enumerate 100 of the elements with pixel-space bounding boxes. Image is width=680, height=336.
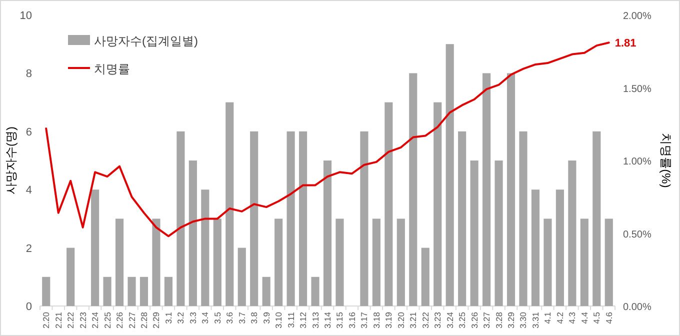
bar bbox=[250, 131, 258, 306]
bar bbox=[103, 276, 112, 306]
bar bbox=[311, 276, 320, 306]
x-tick-label: 4.5 bbox=[592, 312, 602, 324]
x-tick-label: 3.27 bbox=[482, 312, 492, 329]
x-tick-label: 3.24 bbox=[444, 312, 455, 329]
bar bbox=[226, 102, 234, 306]
bar bbox=[115, 218, 124, 306]
bar bbox=[494, 160, 503, 306]
bar bbox=[274, 218, 283, 306]
bar bbox=[201, 190, 210, 306]
x-tick-label: 3.2 bbox=[176, 312, 186, 324]
x-tick-label: 3.6 bbox=[224, 312, 235, 324]
x-tick-label: 3.3 bbox=[188, 312, 198, 324]
x-tick-label: 4.4 bbox=[579, 312, 590, 324]
bar bbox=[91, 190, 100, 306]
x-tick-label: 2.29 bbox=[151, 312, 162, 329]
bar bbox=[66, 248, 75, 306]
x-tick-label: 2.26 bbox=[114, 312, 125, 329]
x-tick-label: 3.17 bbox=[359, 312, 370, 329]
bar bbox=[470, 160, 478, 306]
x-tick-label: 3.1 bbox=[163, 312, 174, 324]
bar bbox=[213, 218, 222, 306]
bar bbox=[152, 218, 160, 306]
x-tick-label: 4.3 bbox=[567, 312, 578, 324]
x-tick-label: 2.21 bbox=[53, 312, 64, 329]
bar bbox=[519, 131, 528, 306]
bar bbox=[262, 276, 270, 306]
y2-tick-label: 0.50% bbox=[623, 229, 652, 240]
x-tick-label: 3.31 bbox=[530, 312, 540, 329]
x-tick-label: 3.20 bbox=[396, 312, 406, 329]
bar bbox=[482, 73, 491, 306]
y-tick-label: 4 bbox=[26, 184, 32, 197]
y-tick-label: 10 bbox=[20, 10, 32, 22]
x-tick-label: 3.7 bbox=[236, 312, 247, 324]
x-tick-label: 3.4 bbox=[200, 312, 210, 324]
bar bbox=[188, 160, 197, 306]
x-tick-label: 3.29 bbox=[506, 312, 516, 329]
x-tick-label: 2.28 bbox=[138, 312, 149, 329]
x-tick-label: 3.18 bbox=[371, 312, 382, 329]
bar bbox=[434, 102, 442, 306]
x-tick-label: 3.12 bbox=[298, 312, 308, 329]
x-tick-label: 3.13 bbox=[310, 312, 320, 329]
bar bbox=[446, 44, 454, 306]
x-tick-label: 2.20 bbox=[41, 312, 52, 329]
x-tick-label: 3.19 bbox=[384, 312, 394, 329]
x-tick-label: 2.25 bbox=[102, 312, 112, 329]
y2-tick-label: 2.00% bbox=[623, 11, 652, 22]
bar bbox=[544, 218, 552, 306]
bar bbox=[176, 131, 185, 306]
data-label: 1.81 bbox=[614, 38, 636, 50]
x-tick-label: 3.21 bbox=[408, 312, 418, 329]
bar bbox=[286, 131, 295, 306]
legend-label: 사망자수(집계일별) bbox=[94, 34, 198, 48]
x-tick-label: 2.24 bbox=[90, 312, 100, 329]
x-tick-label: 3.30 bbox=[518, 312, 528, 329]
x-tick-label: 3.8 bbox=[249, 312, 260, 324]
bar bbox=[556, 190, 564, 306]
x-tick-label: 3.22 bbox=[420, 312, 430, 329]
bar bbox=[323, 160, 332, 306]
bar bbox=[360, 131, 368, 306]
bar bbox=[238, 248, 246, 306]
bar bbox=[298, 131, 308, 306]
bar bbox=[336, 218, 344, 306]
y-tick-label: 2 bbox=[26, 242, 32, 255]
bar bbox=[140, 276, 148, 306]
bar bbox=[592, 131, 601, 306]
bar bbox=[409, 73, 418, 306]
bar bbox=[164, 276, 172, 306]
y2-tick-label: 1.50% bbox=[623, 84, 652, 95]
x-tick-label: 3.15 bbox=[334, 312, 345, 329]
x-tick-label: 3.14 bbox=[322, 312, 332, 329]
bar bbox=[568, 160, 576, 306]
bar bbox=[42, 276, 50, 306]
x-tick-label: 3.10 bbox=[274, 312, 284, 329]
legend-label: 치명률 bbox=[94, 62, 130, 76]
bar bbox=[396, 218, 405, 306]
bar bbox=[506, 73, 516, 306]
bar bbox=[458, 131, 466, 306]
x-tick-label: 3.26 bbox=[469, 312, 480, 329]
x-tick-label: 4.2 bbox=[554, 312, 565, 324]
x-tick-label: 3.5 bbox=[212, 312, 222, 324]
bar bbox=[372, 218, 380, 306]
y2-axis-title: 치명률(%) bbox=[659, 133, 673, 188]
x-tick-label: 2.23 bbox=[78, 312, 88, 329]
x-tick-label: 3.23 bbox=[432, 312, 443, 329]
x-tick-label: 3.11 bbox=[286, 312, 296, 328]
y2-tick-label: 1.00% bbox=[623, 156, 652, 168]
bar bbox=[604, 218, 613, 306]
x-tick-label: 3.9 bbox=[261, 312, 272, 324]
x-tick-label: 3.25 bbox=[457, 312, 468, 329]
x-tick-label: 2.22 bbox=[66, 312, 76, 329]
y2-tick-label: 0.00% bbox=[623, 302, 652, 313]
y-axis-title: 사망자수(명) bbox=[4, 126, 18, 194]
x-tick-label: 2.27 bbox=[126, 312, 137, 329]
bar bbox=[128, 276, 136, 306]
y-tick-label: 6 bbox=[26, 126, 32, 138]
bar bbox=[421, 248, 430, 306]
y-tick-label: 8 bbox=[26, 68, 32, 80]
y-tick-label: 0 bbox=[26, 301, 32, 313]
